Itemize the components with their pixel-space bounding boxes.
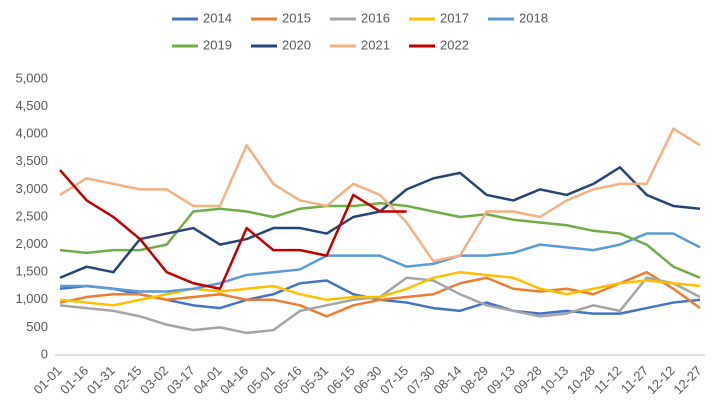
x-tick-label: 03-02 [137,363,171,397]
series-line [59,169,407,291]
x-tick-label: 10-13 [537,363,571,397]
y-tick-label: 4,500 [15,98,48,113]
x-tick-label: 04-16 [217,363,251,397]
x-tick-label: 11-27 [618,363,651,396]
y-tick-label: 1,500 [15,264,48,279]
y-tick-label: 2,000 [15,236,48,251]
x-tick-label: 04-01 [190,363,224,397]
x-tick-label: 07-30 [404,363,438,397]
legend-label: 2018 [519,10,548,25]
legend-label: 2020 [282,37,311,52]
y-tick-label: 0 [41,346,48,361]
series-line [59,270,701,307]
y-tick-label: 1,000 [15,291,48,306]
x-tick-label: 05-16 [270,363,304,397]
legend-label: 2022 [440,37,469,52]
series-line [59,270,701,318]
x-tick-label: 08-14 [430,363,464,397]
x-tick-label: 05-01 [244,363,278,397]
series-line [59,127,701,263]
x-tick-label: 07-15 [377,363,411,397]
x-tick-label: 01-01 [30,363,64,397]
x-tick-label: 06-30 [350,363,384,397]
x-tick-label: 12-12 [644,363,678,397]
legend-label: 2021 [361,37,390,52]
x-tick-label: 06-15 [324,363,358,397]
series-line [60,232,701,293]
legend-label: 2016 [361,10,390,25]
legend-label: 2015 [282,10,311,25]
x-tick-label: 01-16 [57,363,91,397]
legend-label: 2019 [203,37,232,52]
x-tick-label: 08-29 [457,363,491,397]
x-tick-label: 03-17 [164,363,198,397]
x-tick-label: 09-13 [484,363,518,397]
x-tick-label: 11-12 [591,363,624,396]
series-line [59,166,701,279]
x-tick-label: 10-28 [564,363,598,397]
y-tick-label: 4,000 [15,126,48,141]
legend-label: 2014 [203,10,232,25]
y-tick-label: 3,500 [15,153,48,168]
legend-label: 2017 [440,10,469,25]
series-line [59,201,701,279]
y-tick-label: 2,500 [15,208,48,223]
x-tick-label: 05-31 [297,363,331,397]
x-tick-label: 12-27 [670,363,704,397]
x-tick-label: 01-31 [84,363,118,397]
x-tick-label: 09-28 [510,363,544,397]
y-tick-label: 3,000 [15,181,48,196]
y-tick-label: 5,000 [15,70,48,85]
x-tick-label: 02-15 [110,363,144,397]
y-tick-label: 500 [26,319,48,334]
